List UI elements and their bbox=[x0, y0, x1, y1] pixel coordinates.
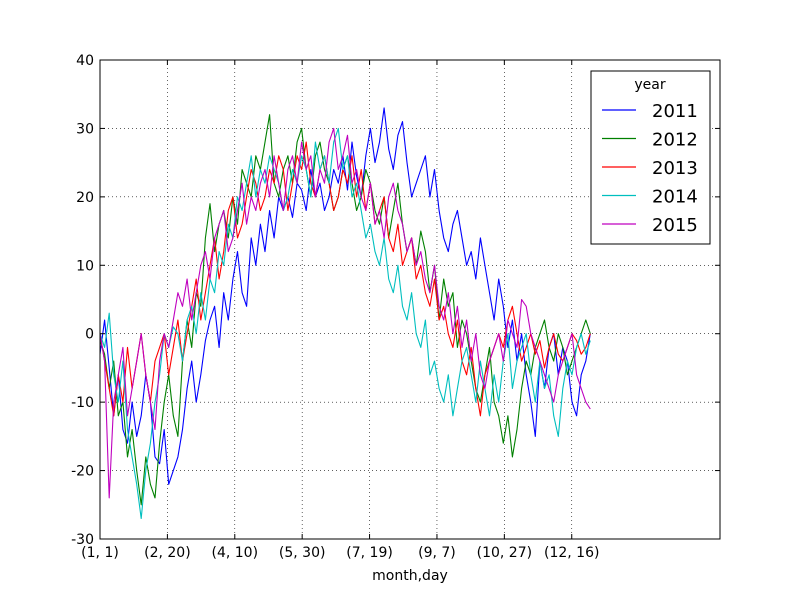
y-tick-label: -10 bbox=[71, 395, 94, 411]
x-tick-label: (1, 1) bbox=[81, 545, 119, 561]
y-tick-label: 0 bbox=[85, 327, 94, 343]
y-tick-label: -20 bbox=[71, 464, 94, 480]
y-tick-label: -30 bbox=[71, 532, 94, 548]
x-tick-label: (5, 30) bbox=[279, 545, 326, 561]
legend-label-2012: 2012 bbox=[652, 130, 698, 151]
legend-label-2013: 2013 bbox=[652, 158, 698, 179]
series-lines bbox=[99, 107, 591, 520]
y-tick-label: 30 bbox=[76, 121, 94, 137]
legend-box bbox=[590, 70, 711, 245]
x-tick-label: (7, 19) bbox=[346, 545, 393, 561]
y-tick-label: 40 bbox=[76, 53, 94, 69]
x-axis-title: month,day bbox=[372, 568, 448, 584]
legend-title: year bbox=[634, 77, 665, 93]
legend: year 2011 2012 2013 2014 2015 bbox=[590, 70, 711, 245]
x-tick-label: (12, 16) bbox=[544, 545, 599, 561]
series-line-2014 bbox=[99, 127, 591, 520]
x-tick-label: (10, 27) bbox=[477, 545, 532, 561]
legend-label-2015: 2015 bbox=[652, 215, 698, 236]
y-tick-label: 20 bbox=[76, 190, 94, 206]
x-tick-label: (2, 20) bbox=[144, 545, 191, 561]
series-line-2015 bbox=[99, 127, 591, 499]
x-tick-label: (4, 10) bbox=[212, 545, 259, 561]
x-tick-label: (9, 7) bbox=[418, 545, 456, 561]
y-tick-label: 10 bbox=[76, 258, 94, 274]
legend-label-2011: 2011 bbox=[652, 101, 698, 122]
legend-label-2014: 2014 bbox=[652, 187, 698, 208]
ticks: (1, 1) (2, 20) (4, 10) (5, 30) (7, 19) (9, 7)… bbox=[71, 53, 720, 561]
plot-frame bbox=[99, 59, 721, 540]
